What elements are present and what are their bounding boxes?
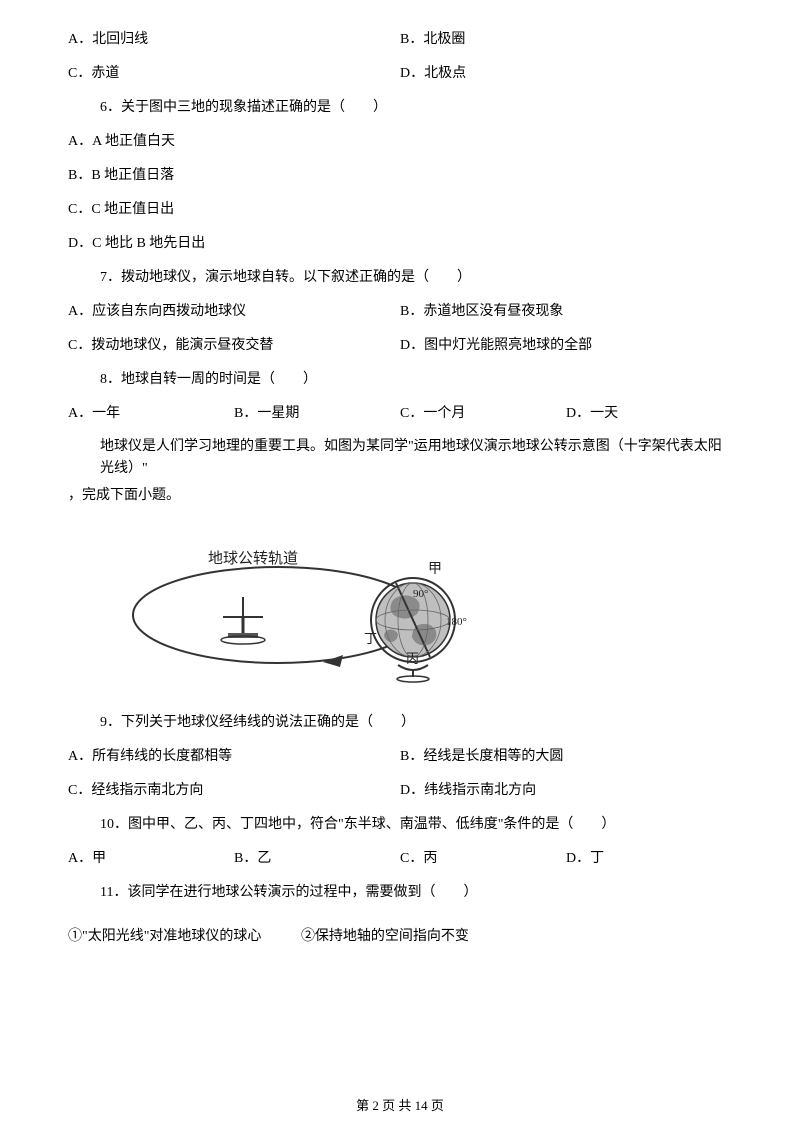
q10-stem: 10．图中甲、乙、丙、丁四地中，符合"东半球、南温带、低纬度"条件的是（ ） [68,813,732,833]
q11-opt1: ①"太阳光线"对准地球仪的球心 [68,929,261,944]
globe-label-top: 甲 [428,562,442,577]
q6-option-b: B．B 地正值日落 [68,164,732,184]
q5-option-d: D．北极点 [400,62,732,82]
q9-options-row1: A．所有纬线的长度都相等 B．经线是长度相等的大圆 [68,745,732,765]
q6-option-a: A．A 地正值白天 [68,130,732,150]
q9-option-c: C．经线指示南北方向 [68,779,400,799]
q7-options-row2: C．拨动地球仪，能演示昼夜交替 D．图中灯光能照亮地球的全部 [68,334,732,354]
q10-option-a: A．甲 [68,847,234,867]
q5-option-b: B．北极圈 [400,28,732,48]
globe-label-left: 丁 [364,631,377,646]
q8-options-row: A．一年 B．一星期 C．一个月 D．一天 [68,402,732,422]
q5-option-a: A．北回归线 [68,28,400,48]
q8-option-c: C．一个月 [400,402,566,422]
q10-option-d: D．丁 [566,847,732,867]
q5-options-row1: A．北回归线 B．北极圈 [68,28,732,48]
q9-stem: 9．下列关于地球仪经纬线的说法正确的是（ ） [68,711,732,731]
q11-subopts: ①"太阳光线"对准地球仪的球心 ②保持地轴的空间指向不变 [68,925,732,945]
q10-options-row: A．甲 B．乙 C．丙 D．丁 [68,847,732,867]
q7-stem: 7．拨动地球仪，演示地球自转。以下叙述正确的是（ ） [68,266,732,286]
orbit-svg: 地球公转轨道 [128,525,468,685]
globe-label-180: 180° [446,616,467,628]
q7-option-b: B．赤道地区没有昼夜现象 [400,300,732,320]
orbit-label: 地球公转轨道 [208,550,298,567]
lamp-icon [221,597,265,644]
q9-options-row2: C．经线指示南北方向 D．纬线指示南北方向 [68,779,732,799]
q9-option-b: B．经线是长度相等的大圆 [400,745,732,765]
intro-paragraph-line2: ，完成下面小题。 [68,485,732,507]
q8-option-a: A．一年 [68,402,234,422]
q11-stem: 11．该同学在进行地球公转演示的过程中，需要做到（ ） [68,881,732,901]
globe-label-bottom: 丙 [406,651,419,666]
page-footer: 第 2 页 共 14 页 [0,1095,800,1114]
orbit-diagram: 地球公转轨道 [128,525,468,685]
globe-label-90: 90° [413,588,428,600]
q7-options-row1: A．应该自东向西拨动地球仪 B．赤道地区没有昼夜现象 [68,300,732,320]
q10-option-b: B．乙 [234,847,400,867]
q8-option-d: D．一天 [566,402,732,422]
q8-option-b: B．一星期 [234,402,400,422]
q5-options-row2: C．赤道 D．北极点 [68,62,732,82]
q8-stem: 8．地球自转一周的时间是（ ） [68,368,732,388]
q9-option-a: A．所有纬线的长度都相等 [68,745,400,765]
q10-option-c: C．丙 [400,847,566,867]
q7-option-d: D．图中灯光能照亮地球的全部 [400,334,732,354]
q6-option-d: D．C 地比 B 地先日出 [68,232,732,252]
q7-option-c: C．拨动地球仪，能演示昼夜交替 [68,334,400,354]
q6-option-c: C．C 地正值日出 [68,198,732,218]
q5-option-c: C．赤道 [68,62,400,82]
q9-option-d: D．纬线指示南北方向 [400,779,732,799]
q6-stem: 6．关于图中三地的现象描述正确的是（ ） [68,96,732,116]
intro-paragraph-line1: 地球仪是人们学习地理的重要工具。如图为某同学"运用地球仪演示地球公转示意图（十字… [68,436,732,481]
q7-option-a: A．应该自东向西拨动地球仪 [68,300,400,320]
orbit-arrow-icon [323,655,343,667]
q11-opt2: ②保持地轴的空间指向不变 [301,929,469,944]
